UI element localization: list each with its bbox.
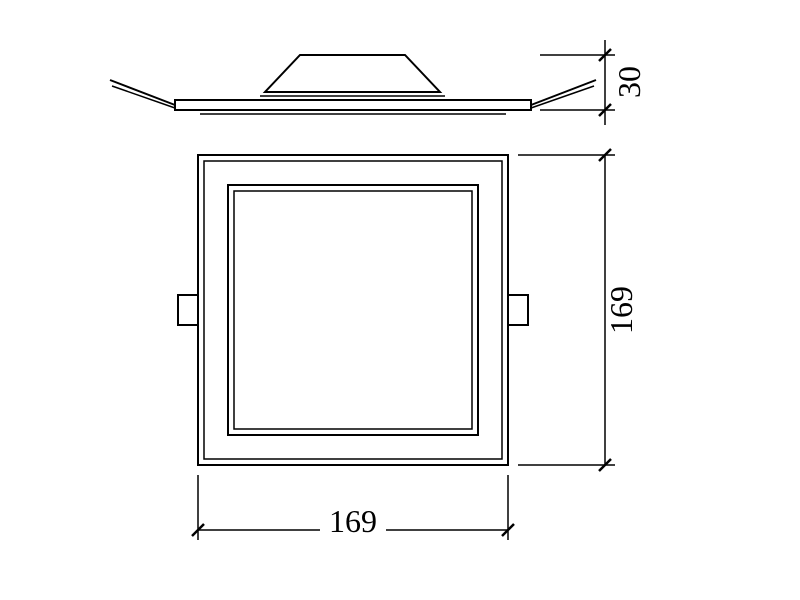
dimension-height: 169 (518, 149, 641, 471)
technical-drawing: 169 169 30 (0, 0, 800, 600)
dimension-height-value: 169 (603, 286, 639, 334)
dimension-depth-value: 30 (611, 66, 647, 98)
dimension-depth: 30 (540, 40, 647, 125)
side-profile-view (110, 55, 596, 114)
front-face-view (178, 155, 528, 465)
dimension-width-value: 169 (329, 503, 377, 539)
dimension-width: 169 (192, 475, 514, 540)
